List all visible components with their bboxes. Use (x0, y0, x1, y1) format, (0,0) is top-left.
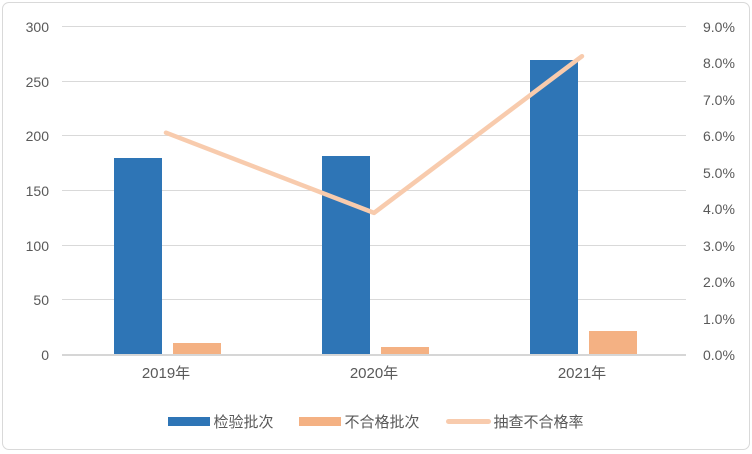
legend-line-swatch-icon (445, 419, 491, 424)
right-axis-tick: 9.0% (703, 19, 735, 35)
gridline (62, 80, 686, 82)
x-axis-label-2019年: 2019年 (141, 365, 191, 382)
inspected-batches-bar-2019年 (114, 158, 162, 355)
plot-area (62, 26, 686, 356)
legend-label-inspected-batches: 检验批次 (213, 414, 274, 431)
gridline (62, 190, 686, 191)
right-axis-tick: 2.0% (703, 274, 735, 291)
left-axis-tick: 150 (25, 183, 49, 199)
left-axis-tick: 0 (41, 347, 49, 363)
sample-fail-rate-line (163, 53, 585, 216)
left-axis-tick: 250 (25, 73, 49, 90)
left-axis-tick: 50 (33, 292, 49, 309)
gridline (62, 135, 686, 137)
left-axis-tick: 200 (25, 128, 49, 145)
right-axis-tick: 3.0% (703, 237, 735, 254)
left-axis-tick: 300 (25, 19, 49, 35)
rate-line-layer (163, 53, 585, 216)
legend-item-inspected-batches: 检验批次 (168, 411, 273, 432)
inspected-batches-bar-2020年 (322, 156, 370, 355)
right-axis-tick: 5.0% (703, 164, 735, 181)
gridline (62, 244, 686, 246)
left-axis-tick: 100 (25, 237, 49, 254)
right-axis-tick: 1.0% (703, 310, 735, 327)
right-axis-tick: 4.0% (703, 201, 735, 218)
legend-label-sample-fail-rate: 抽查不合格率 (493, 414, 584, 431)
failed-batches-bar-2021年 (589, 330, 637, 355)
chart-legend: 检验批次 不合格批次 抽查不合格率 (3, 411, 749, 432)
failed-batches-bar-2020年 (381, 347, 429, 355)
right-axis-tick: 8.0% (703, 55, 735, 72)
right-axis-tick: 6.0% (703, 128, 735, 145)
gridline (62, 299, 686, 301)
gridline (62, 26, 686, 27)
legend-item-failed-batches: 不合格批次 (299, 411, 420, 432)
legend-label-failed-batches: 不合格批次 (344, 414, 420, 431)
legend-item-sample-fail-rate: 抽查不合格率 (445, 411, 584, 432)
legend-bar-swatch-icon (168, 417, 211, 426)
legend-bar-swatch-icon (299, 417, 342, 426)
x-axis-line (62, 354, 686, 356)
failed-batches-bar-2019年 (173, 343, 221, 355)
right-axis-tick: 0.0% (703, 347, 735, 363)
x-axis-label-2020年: 2020年 (349, 365, 399, 382)
right-axis-tick: 7.0% (703, 91, 735, 108)
inspected-batches-bar-2021年 (530, 59, 578, 355)
x-axis-label-2021年: 2021年 (557, 365, 607, 382)
